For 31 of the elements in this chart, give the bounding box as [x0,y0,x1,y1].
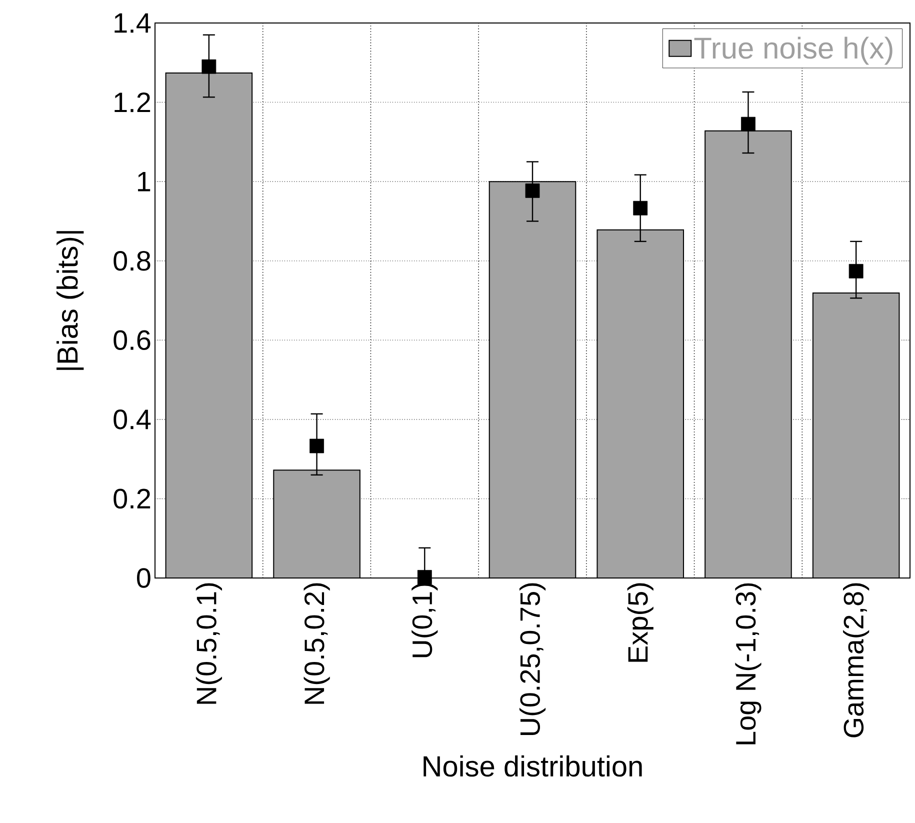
y-tick-label: 0.4 [114,410,151,430]
y-tick-label: 0.6 [114,330,150,350]
point [202,59,216,74]
x-axis-title: Noise distribution [424,755,642,777]
point [525,183,540,198]
bar [166,72,252,578]
point [633,200,648,216]
point [741,116,756,132]
x-tick-label: Gamma(2,8) [843,583,870,738]
y-tick-label: 1.2 [114,92,150,112]
x-tick-label: N(0.5,0.2) [304,583,330,704]
y-tick-label: 0.8 [114,250,150,271]
x-tick-label: N(0.5,0.1) [196,583,222,704]
y-tick-label: 1 [138,172,150,192]
point [848,264,864,278]
x-tick-label: Exp(5) [627,583,654,662]
x-tick-label: U(0,1) [412,583,438,658]
x-tick-label: U(0.25,0.75) [519,583,546,736]
y-tick-label: 0 [136,568,150,588]
bar [812,292,900,578]
legend-label: True noise h(x) [694,36,892,65]
y-tick-label: 1.4 [114,13,151,33]
x-tick-label: Log N(-1,0.3) [735,583,762,744]
y-axis-title: |Bias (bits)| [56,231,84,370]
y-tick-label: 0.2 [114,488,150,509]
point [417,570,432,584]
bar [274,470,360,578]
bar [705,130,792,578]
bar [489,182,576,578]
bar [597,230,684,578]
point [310,438,324,454]
